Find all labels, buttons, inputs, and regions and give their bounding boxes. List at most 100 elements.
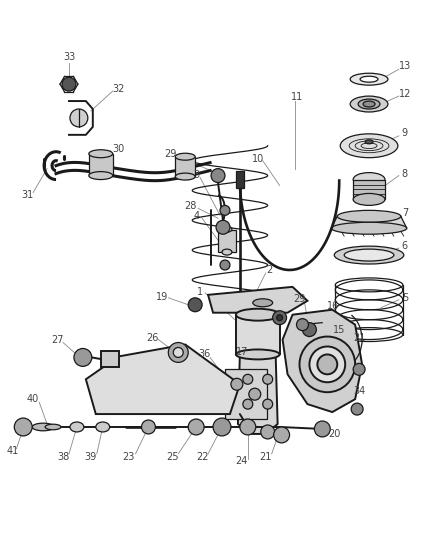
Circle shape [219, 260, 230, 270]
Ellipse shape [70, 422, 84, 432]
Polygon shape [331, 216, 406, 228]
Circle shape [276, 314, 282, 321]
Bar [218, 230, 235, 252]
Circle shape [211, 168, 224, 182]
Text: 7: 7 [401, 208, 407, 219]
Polygon shape [282, 310, 361, 412]
Ellipse shape [222, 226, 231, 232]
Ellipse shape [252, 299, 272, 307]
Bar [235, 171, 243, 189]
Text: 4: 4 [193, 211, 199, 221]
Text: 32: 32 [112, 84, 124, 94]
Circle shape [352, 364, 364, 375]
Ellipse shape [95, 422, 110, 432]
Text: 22: 22 [195, 452, 208, 462]
Circle shape [273, 427, 289, 443]
Circle shape [317, 354, 336, 374]
Circle shape [168, 343, 188, 362]
Text: 9: 9 [401, 128, 407, 138]
Text: 23: 23 [122, 452, 134, 462]
Bar [101, 351, 118, 367]
Polygon shape [208, 287, 307, 313]
Ellipse shape [88, 150, 113, 158]
Circle shape [260, 425, 274, 439]
Circle shape [219, 205, 230, 215]
Ellipse shape [352, 173, 384, 187]
Ellipse shape [359, 76, 377, 82]
Text: 5: 5 [401, 293, 407, 303]
Text: 12: 12 [398, 89, 410, 99]
Ellipse shape [175, 153, 195, 160]
Circle shape [74, 349, 92, 366]
Text: 20: 20 [327, 429, 340, 439]
Ellipse shape [88, 172, 113, 180]
Circle shape [14, 418, 32, 436]
Ellipse shape [70, 109, 88, 127]
Ellipse shape [222, 249, 231, 255]
Text: 26: 26 [146, 333, 158, 343]
Ellipse shape [357, 99, 379, 109]
Bar [88, 154, 113, 175]
Bar [352, 180, 384, 199]
Ellipse shape [352, 193, 384, 205]
Circle shape [262, 399, 272, 409]
Text: 21: 21 [259, 452, 271, 462]
Text: 21: 21 [352, 333, 364, 343]
Circle shape [212, 418, 230, 436]
Circle shape [262, 374, 272, 384]
Ellipse shape [364, 140, 372, 144]
Text: 10: 10 [251, 154, 263, 164]
Circle shape [302, 322, 316, 336]
Text: 29: 29 [164, 149, 176, 159]
Circle shape [188, 419, 204, 435]
Circle shape [215, 220, 230, 234]
Polygon shape [237, 354, 277, 434]
Ellipse shape [331, 222, 406, 234]
Circle shape [230, 378, 242, 390]
Text: 41: 41 [6, 446, 18, 456]
Bar [235, 314, 279, 354]
Ellipse shape [333, 246, 403, 264]
Text: 6: 6 [401, 241, 407, 251]
Text: 36: 36 [198, 350, 210, 359]
Text: 3: 3 [193, 169, 199, 180]
Text: 33: 33 [63, 52, 75, 62]
Circle shape [296, 319, 308, 330]
Ellipse shape [235, 350, 279, 359]
Text: 34: 34 [352, 386, 364, 396]
Bar [224, 369, 266, 419]
Circle shape [314, 421, 329, 437]
Ellipse shape [336, 211, 400, 222]
Ellipse shape [45, 424, 61, 430]
Circle shape [350, 403, 362, 415]
Text: 30: 30 [112, 144, 124, 154]
Text: 17: 17 [235, 348, 247, 358]
Circle shape [242, 374, 252, 384]
Text: 27: 27 [51, 335, 63, 344]
Ellipse shape [343, 249, 393, 261]
Circle shape [299, 336, 354, 392]
Circle shape [62, 77, 76, 91]
Text: 15: 15 [332, 325, 345, 335]
Ellipse shape [350, 96, 387, 112]
Circle shape [188, 298, 201, 312]
Text: 11: 11 [291, 92, 303, 102]
Circle shape [141, 420, 155, 434]
Circle shape [272, 311, 286, 325]
Ellipse shape [235, 309, 279, 321]
Bar [175, 157, 195, 176]
Ellipse shape [32, 423, 54, 431]
Circle shape [173, 348, 183, 358]
Circle shape [242, 399, 252, 409]
Text: 13: 13 [398, 61, 410, 71]
Ellipse shape [362, 101, 374, 107]
Polygon shape [86, 344, 239, 414]
Text: 24: 24 [235, 456, 247, 466]
Circle shape [309, 346, 344, 382]
Ellipse shape [175, 173, 195, 180]
Text: 40: 40 [27, 394, 39, 404]
Text: 16: 16 [326, 301, 339, 311]
Text: 38: 38 [57, 452, 69, 462]
Circle shape [248, 388, 260, 400]
Text: 1: 1 [197, 287, 203, 297]
